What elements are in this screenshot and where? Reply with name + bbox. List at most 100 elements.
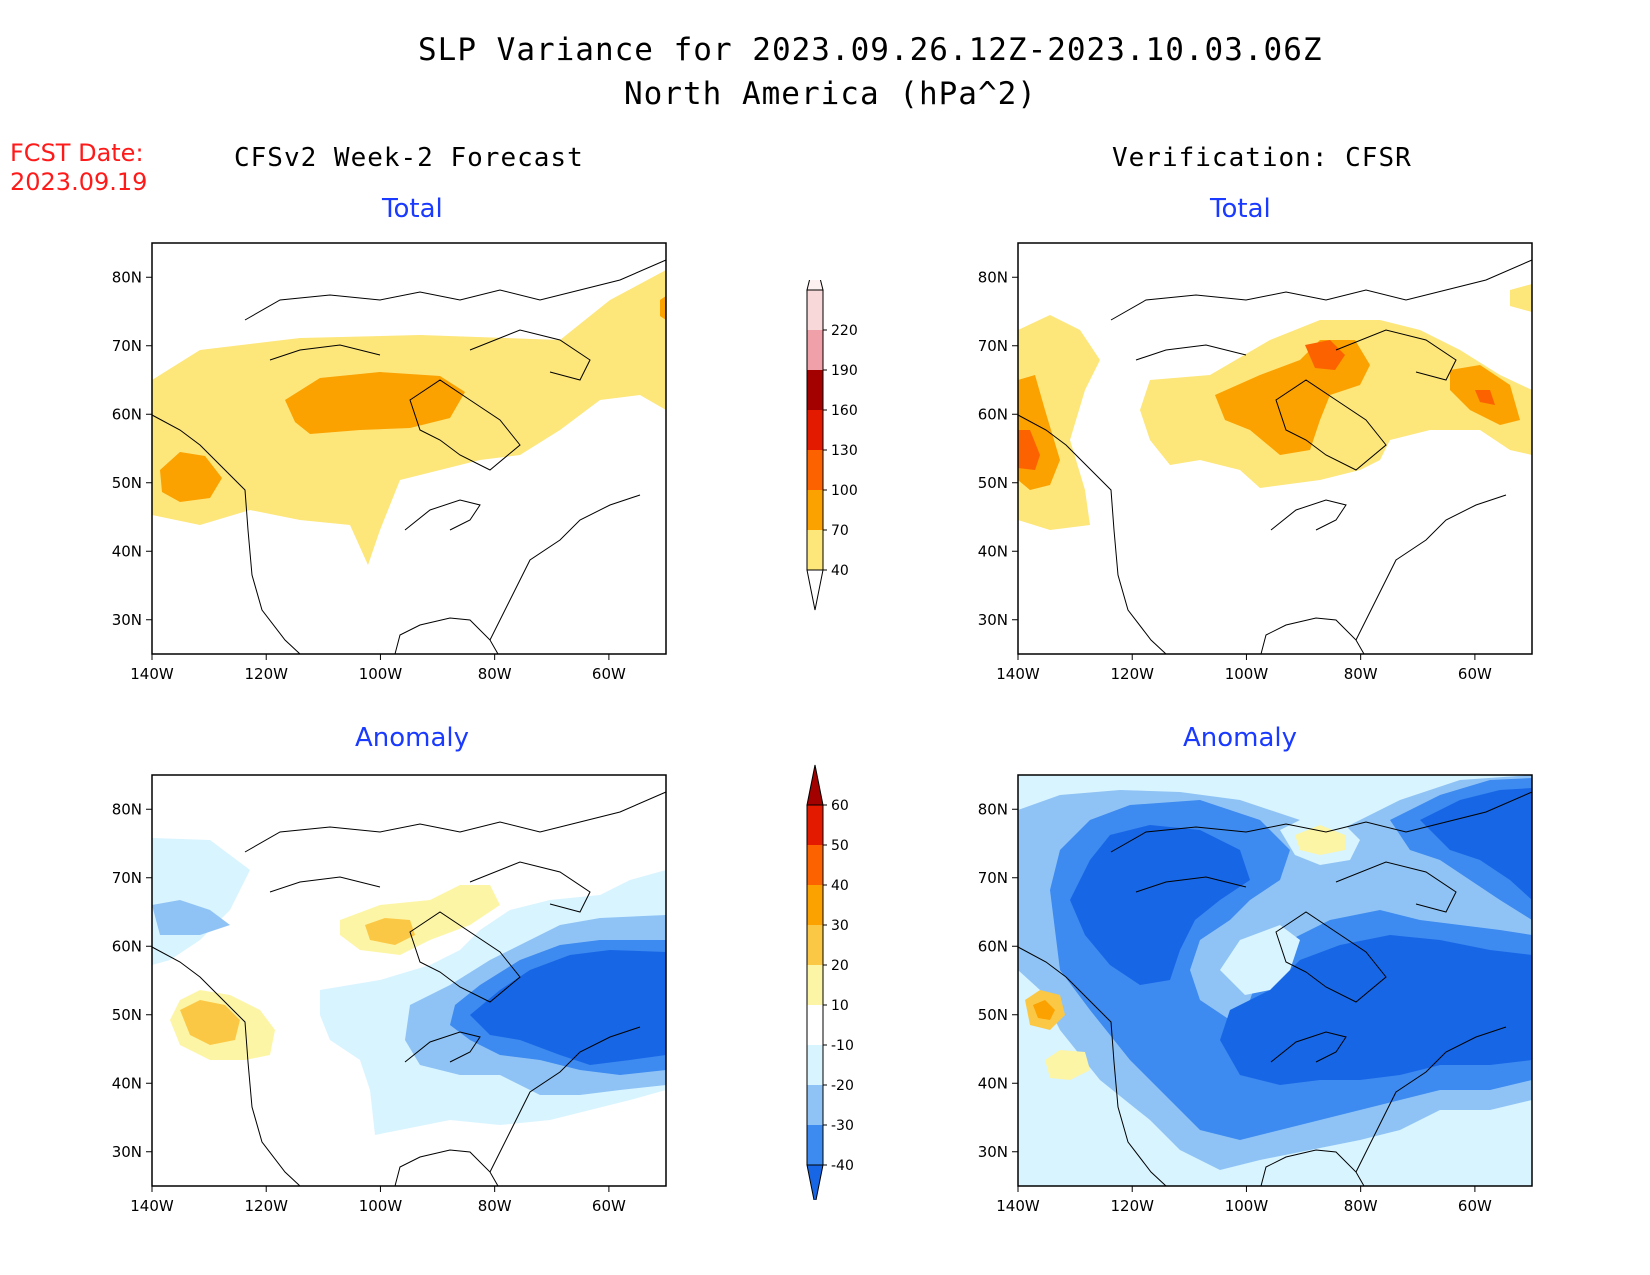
colorbar-end-low <box>806 569 824 611</box>
x-tick-label: 60W <box>1458 665 1492 683</box>
panel-title-verification-anomaly: Anomaly <box>1183 723 1298 753</box>
x-tick-label: 80W <box>1344 665 1378 683</box>
y-tick-label: 70N <box>112 337 142 355</box>
colorbar-end-high <box>806 764 824 806</box>
y-tick-label: 30N <box>112 611 142 629</box>
colorbar-segment <box>807 530 823 570</box>
verification-total-map: 140W 120W 100W 80W 60W 30N 40N 50N 60N 70N 80N <box>978 242 1533 683</box>
colorbar-end-high <box>806 280 824 291</box>
x-tick-label: 60W <box>1458 1197 1492 1215</box>
x-tick-label: 80W <box>478 665 512 683</box>
x-tick-label: 100W <box>1225 665 1269 683</box>
x-tick-label: 100W <box>359 1197 403 1215</box>
colorbar-segment <box>807 1005 823 1045</box>
x-tick-label: 60W <box>592 665 626 683</box>
colorbar-frame <box>806 289 824 571</box>
colorbar-frame <box>806 804 824 1166</box>
coastlines <box>151 259 667 655</box>
colorbar-label: 70 <box>831 523 849 539</box>
fill-level-20 <box>365 918 415 945</box>
axes: 140W 120W 100W 80W 60W 30N 40N 50N 60N 70N 80N <box>978 800 1492 1215</box>
colorbar-label: -30 <box>831 1118 854 1134</box>
forecast-total-map: 140W 120W 100W 80W 60W 30N 40N 50N 60N 70N 80N <box>112 242 667 683</box>
colorbar-label: 40 <box>831 878 849 894</box>
y-tick-label: 50N <box>978 474 1008 492</box>
panel-title-forecast-total: Total <box>382 194 443 224</box>
y-tick-label: 40N <box>112 542 142 560</box>
x-tick-label: 140W <box>130 665 174 683</box>
y-tick-label: 60N <box>112 405 142 423</box>
x-tick-label: 80W <box>478 1197 512 1215</box>
fcst-date-label: FCST Date: <box>10 139 144 167</box>
y-tick-label: 40N <box>112 1074 142 1092</box>
x-tick-label: 140W <box>130 1197 174 1215</box>
colorbar-segment <box>807 1045 823 1085</box>
colorbar-segment <box>807 450 823 490</box>
y-tick-label: 50N <box>112 474 142 492</box>
panel-title-verification-total: Total <box>1210 194 1271 224</box>
fill-level-20 <box>180 1000 240 1045</box>
x-tick-label: 120W <box>1110 1197 1154 1215</box>
verification-column-title: Verification: CFSR <box>1112 143 1412 173</box>
y-tick-label: 80N <box>112 800 142 818</box>
forecast-column-title: CFSv2 Week-2 Forecast <box>234 143 584 173</box>
x-tick-label: 120W <box>244 1197 288 1215</box>
colorbar-label: 100 <box>831 483 858 499</box>
y-tick-label: 30N <box>978 611 1008 629</box>
y-tick-label: 40N <box>978 1074 1008 1092</box>
colorbar-segment <box>807 290 823 330</box>
colorbar-label: -20 <box>831 1078 854 1094</box>
y-tick-label: 80N <box>978 268 1008 286</box>
anomaly-colorbar: -40 -30 -20 -10 10 20 30 40 50 60 <box>806 764 854 1200</box>
coastlines <box>151 791 667 1187</box>
y-tick-label: 70N <box>978 337 1008 355</box>
colorbar-label: 60 <box>831 798 849 814</box>
colorbar-label: 50 <box>831 838 849 854</box>
colorbar-segment <box>807 965 823 1005</box>
fill-level-neg40 <box>470 950 666 1065</box>
axes: 140W 120W 100W 80W 60W 30N 40N 50N 60N 70N 80N <box>112 268 626 683</box>
x-tick-label: 100W <box>1225 1197 1269 1215</box>
colorbar-label: 10 <box>831 998 849 1014</box>
colorbar-label: 40 <box>831 563 849 579</box>
y-tick-label: 80N <box>978 800 1008 818</box>
y-tick-label: 70N <box>978 869 1008 887</box>
axes: 140W 120W 100W 80W 60W 30N 40N 50N 60N 70N 80N <box>112 800 626 1215</box>
colorbar-segment <box>807 885 823 925</box>
fill-level-40 <box>1140 320 1532 488</box>
colorbar-label: 130 <box>831 443 858 459</box>
colorbar-segment <box>807 1085 823 1125</box>
y-tick-label: 70N <box>112 869 142 887</box>
fill-level-40 <box>1510 284 1532 312</box>
fill-level-70 <box>160 452 222 502</box>
x-tick-label: 140W <box>996 1197 1040 1215</box>
y-tick-label: 60N <box>978 937 1008 955</box>
verification-anomaly-map: 140W 120W 100W 80W 60W 30N 40N 50N 60N 70N 80N <box>978 774 1533 1215</box>
fill-level-100 <box>1018 430 1040 470</box>
colorbar-end-low <box>806 1164 824 1200</box>
colorbar-segment <box>807 370 823 410</box>
y-tick-label: 30N <box>112 1143 142 1161</box>
y-tick-label: 80N <box>112 268 142 286</box>
colorbar-label: -10 <box>831 1038 854 1054</box>
colorbar-segment <box>807 845 823 885</box>
fill-level-neg20 <box>152 900 230 935</box>
axes: 140W 120W 100W 80W 60W 30N 40N 50N 60N 70N 80N <box>978 268 1492 683</box>
colorbar-segment <box>807 805 823 845</box>
fill-level-70 <box>285 372 465 434</box>
panel-title-forecast-anomaly: Anomaly <box>355 723 470 753</box>
fill-level-neg40 <box>1420 788 1532 900</box>
y-tick-label: 50N <box>978 1006 1008 1024</box>
colorbar-label: 190 <box>831 363 858 379</box>
colorbar-segment <box>807 490 823 530</box>
fill-level-100 <box>1305 340 1345 370</box>
fill-level-30 <box>1033 1000 1055 1020</box>
x-tick-label: 100W <box>359 665 403 683</box>
x-tick-label: 60W <box>592 1197 626 1215</box>
coastlines <box>1017 259 1533 655</box>
coastlines <box>1017 791 1533 1187</box>
fill-level-10 <box>1045 1050 1090 1080</box>
fill-level-100 <box>1475 390 1495 405</box>
colorbar-label: 160 <box>831 403 858 419</box>
colorbar-segment <box>807 925 823 965</box>
